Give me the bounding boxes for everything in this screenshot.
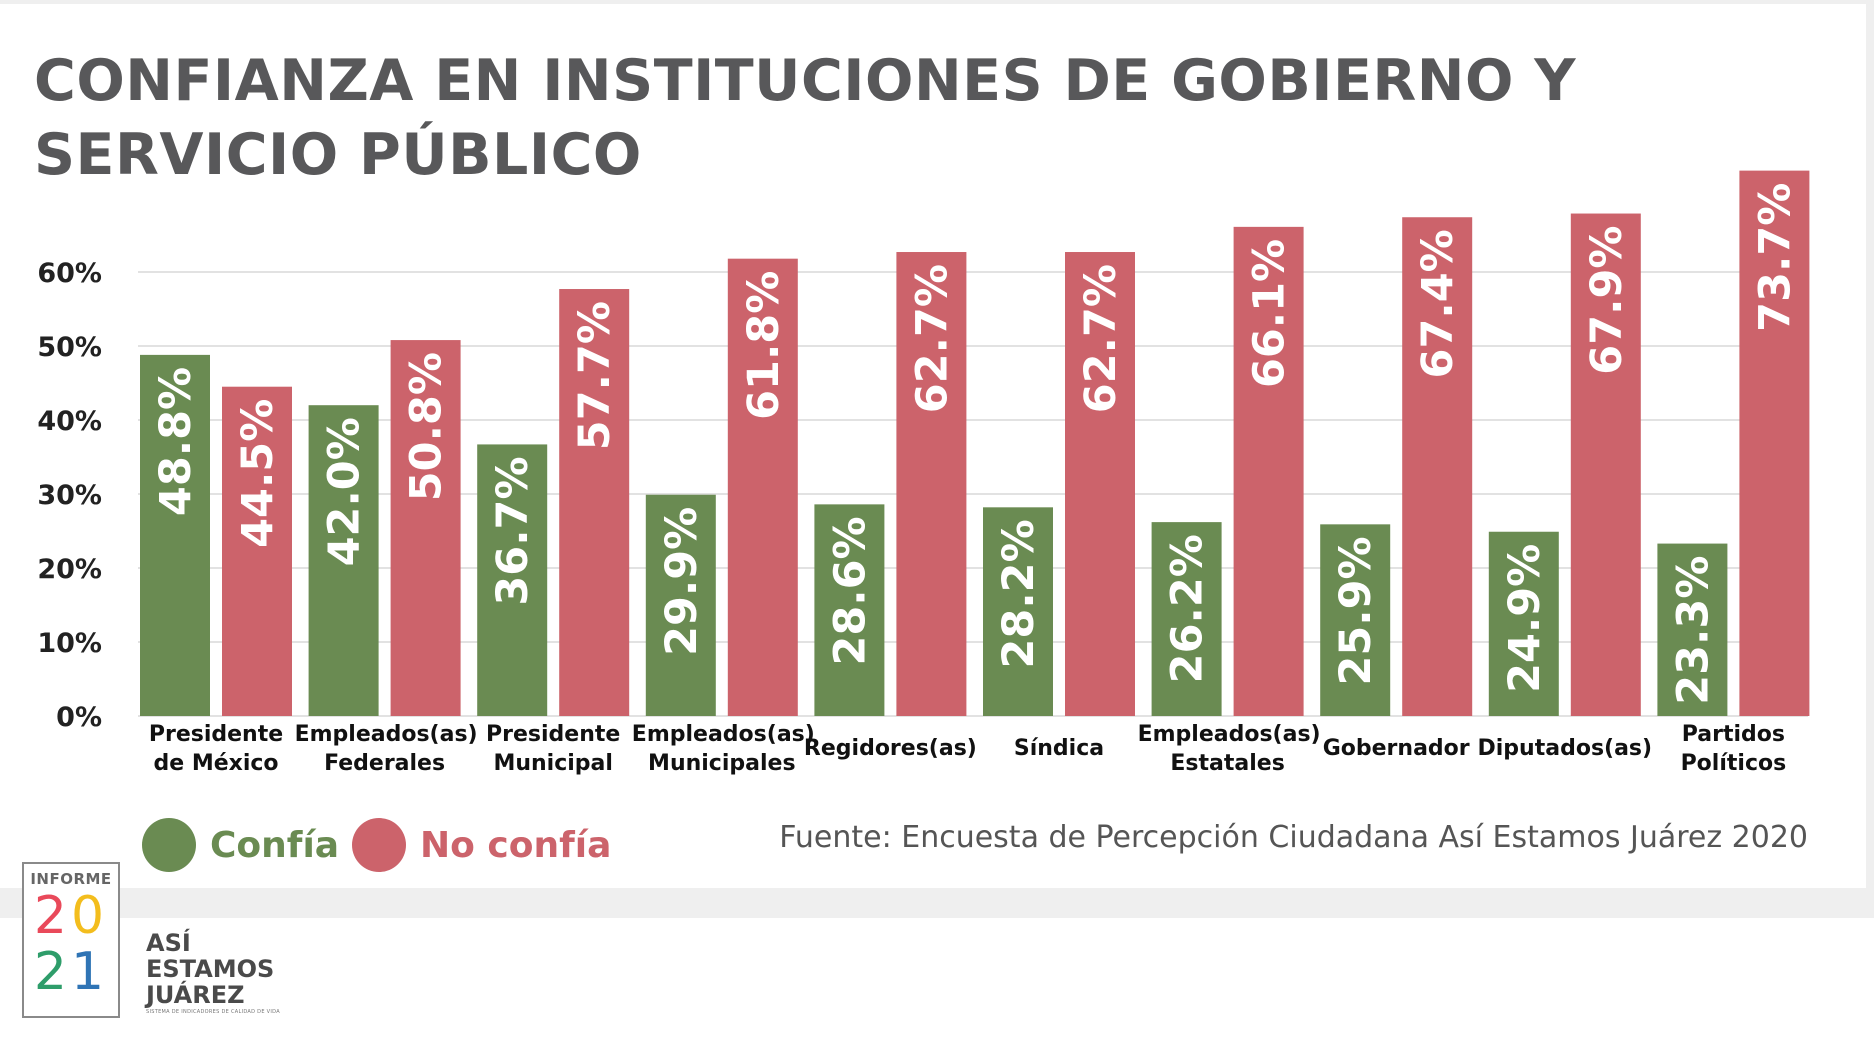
bar-no-confia (896, 252, 967, 716)
bar-confia (308, 405, 379, 716)
bar-confia (1657, 543, 1728, 716)
bar-confia (140, 354, 210, 716)
brand-tagline: SISTEMA DE INDICADORES DE CALIDAD DE VID… (146, 1009, 280, 1015)
frame-right-border (1866, 0, 1874, 888)
legend-swatch-no-confia (352, 818, 406, 872)
x-category-label: Regidores(as) (803, 736, 977, 761)
frame-top-border (0, 0, 1874, 4)
bar-confia (814, 504, 885, 716)
x-category-label: Diputados(as) (1477, 736, 1653, 761)
logo-year-bottom: 21 (24, 944, 118, 1000)
bar-confia (1320, 524, 1391, 716)
y-tick-label: 30% (37, 480, 102, 511)
bar-no-confia (1402, 217, 1473, 716)
bar-no-confia (1065, 252, 1135, 716)
x-category-label: Partidos Políticos (1680, 722, 1787, 776)
bar-no-confia (727, 258, 798, 716)
logo-digit: 0 (71, 886, 109, 946)
bar-value-label-confia: 36.7% (488, 456, 538, 605)
bar-no-confia (1739, 170, 1810, 716)
chart-title: CONFIANZA EN INSTITUCIONES DE GOBIERNO Y… (34, 48, 1577, 188)
bar-confia (1151, 522, 1222, 716)
x-category-label: Empleados(as) Estatales (1137, 722, 1321, 776)
bar-value-label-no-confia: 67.9% (1582, 226, 1632, 375)
logo-digit: 2 (33, 886, 71, 946)
y-tick-label: 60% (37, 258, 102, 289)
bar-value-label-no-confia: 61.8% (739, 271, 789, 420)
legend-item-no-confia: No confía (352, 818, 611, 872)
bar-value-label-confia: 42.0% (320, 417, 370, 566)
y-tick-label: 50% (37, 332, 102, 363)
bar-no-confia (222, 386, 292, 716)
bar-value-label-confia: 26.2% (1163, 534, 1213, 683)
bar-value-label-no-confia: 44.5% (233, 399, 283, 548)
logo-informe-text: INFORME (30, 870, 112, 888)
x-category-label: Empleados(as) Municipales (631, 722, 815, 776)
bar-value-label-confia: 25.9% (1331, 536, 1381, 685)
brand-line-3: JUÁREZ (146, 981, 245, 1009)
x-category-label: Gobernador (1322, 736, 1470, 761)
x-category-label: Presidente Municipal (486, 722, 621, 776)
informe-2021-logo: INFORME 20 21 (22, 862, 120, 1018)
bar-confia (983, 507, 1053, 716)
bar-value-label-no-confia: 57.7% (570, 301, 620, 450)
bar-value-label-no-confia: 67.4% (1413, 229, 1463, 378)
bar-no-confia (559, 289, 630, 716)
legend-label-confia: Confía (210, 824, 340, 866)
bar-confia (477, 444, 548, 716)
brand-line-2: ESTAMOS (146, 955, 275, 983)
bar-chart: 0% 10% 20% 30% 40% 50% 60% 48.8% 44.5% 42.0% 50.8%… (37, 170, 1810, 733)
x-category-label: Empleados(as) Federales (294, 722, 478, 776)
y-tick-label: 10% (37, 628, 102, 659)
bar-value-label-confia: 23.3% (1668, 556, 1718, 705)
y-tick-label: 40% (37, 406, 102, 437)
brand-line-1: ASÍ (146, 929, 191, 957)
footer-divider-band (0, 888, 1874, 918)
logo-digit: 2 (33, 942, 71, 1002)
bar-value-label-confia: 48.8% (151, 367, 201, 516)
logo-year-top: 20 (24, 888, 118, 944)
bar-value-label-confia: 29.9% (657, 507, 707, 656)
logo-digit: 1 (71, 942, 109, 1002)
bar-value-label-no-confia: 73.7% (1750, 183, 1800, 332)
legend-swatch-confia (142, 818, 196, 872)
legend-item-confia: Confía (142, 818, 339, 872)
x-category-label: Síndica (1013, 736, 1105, 761)
bar-value-label-no-confia: 62.7% (1076, 264, 1126, 413)
bar-value-label-no-confia: 66.1% (1245, 239, 1295, 388)
bar-no-confia (1570, 213, 1641, 716)
x-category-label: Presidente de México (148, 722, 284, 776)
bar-value-label-confia: 24.9% (1500, 544, 1550, 693)
bar-value-label-confia: 28.2% (994, 519, 1044, 668)
bar-confia (645, 494, 716, 716)
legend-label-no-confia: No confía (420, 824, 612, 866)
y-tick-label: 20% (37, 554, 102, 585)
source-note: Fuente: Encuesta de Percepción Ciudadana… (779, 820, 1808, 855)
asi-estamos-juarez-logo: ASÍ ESTAMOS JUÁREZ SISTEMA DE INDICADORE… (146, 930, 280, 1016)
bar-no-confia (1233, 226, 1304, 717)
bar-value-label-no-confia: 62.7% (907, 264, 957, 413)
bar-value-label-no-confia: 50.8% (402, 352, 452, 501)
bar-confia (1488, 531, 1559, 716)
y-tick-label: 0% (56, 702, 102, 733)
bar-value-label-confia: 28.6% (825, 516, 875, 665)
bar-no-confia (390, 340, 461, 716)
